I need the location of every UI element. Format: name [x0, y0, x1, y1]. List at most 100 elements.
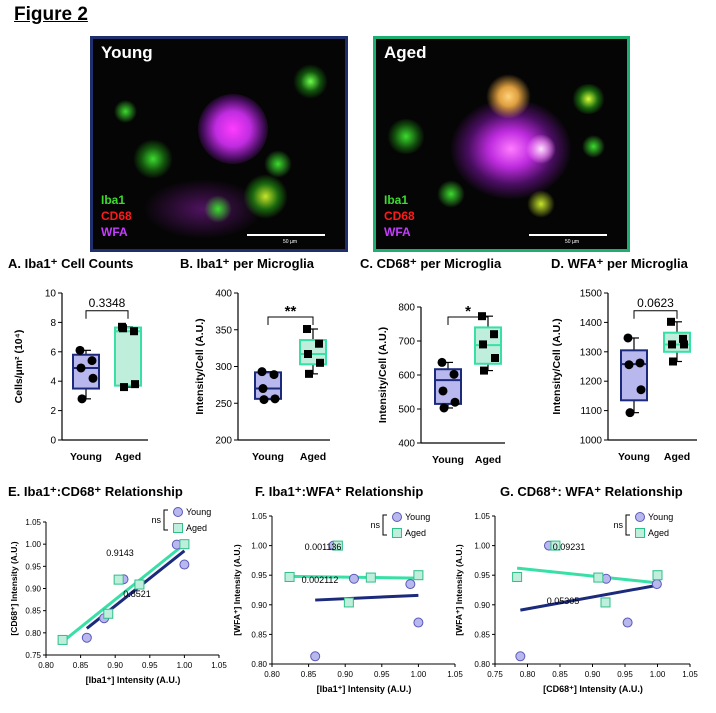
x-category-label: Aged [300, 451, 326, 463]
y-tick-label: 1300 [580, 347, 603, 358]
y-tick-label: 500 [398, 405, 415, 416]
significance-bracket [447, 316, 489, 325]
regression-line [61, 542, 186, 643]
data-point [258, 384, 268, 394]
data-point [113, 574, 124, 585]
x-category-label: Aged [664, 451, 690, 463]
x-tick-label: 0.80 [38, 661, 54, 670]
legend-label-aged: Aged [186, 523, 207, 533]
chart-title-text: CD68⁺ per Microglia [377, 256, 502, 271]
data-point [303, 325, 311, 334]
x-tick-label: 0.90 [337, 670, 353, 679]
y-tick-label: 1.05 [25, 518, 41, 527]
x-tick-label: 0.80 [520, 670, 536, 679]
y-tick-label: 0 [50, 436, 56, 447]
data-point [439, 403, 449, 413]
x-tick-label: 1.00 [650, 670, 666, 679]
x-tick-label: 0.75 [487, 670, 503, 679]
significance-bracket [633, 310, 678, 319]
y-tick-label: 0.75 [25, 651, 41, 660]
scatter-chart-g: G. CD68⁺: WFA⁺ Relationship 0.80 0.85 0.90 0… [454, 484, 698, 694]
y-tick-label: 300 [215, 362, 232, 373]
y-tick-label: 1.00 [25, 540, 41, 549]
x-tick-label: 0.90 [585, 670, 601, 679]
fit-annotation: 0.9143 [106, 548, 134, 558]
wfa-signal [198, 94, 268, 164]
y-tick-label: 6 [50, 347, 56, 358]
iba1-cell [263, 149, 293, 179]
data-point [668, 340, 676, 349]
legend-label-aged: Aged [648, 528, 669, 538]
comparison-label: ns [613, 520, 623, 530]
x-category-label: Aged [115, 451, 141, 463]
data-point [257, 367, 267, 377]
legend-label-young: Young [405, 512, 430, 522]
y-tick-label: 1100 [580, 406, 602, 417]
x-category-label: Young [432, 454, 464, 466]
chart-title-text: Iba1⁺ per Microglia [197, 256, 315, 271]
data-point [651, 579, 662, 590]
data-point [310, 651, 321, 662]
data-point [270, 394, 280, 404]
data-point [623, 333, 633, 343]
y-tick-label: 8 [50, 318, 56, 329]
x-category-label: Young [252, 451, 284, 463]
x-tick-label: 0.85 [301, 670, 317, 679]
data-point [88, 373, 98, 383]
fit-annotation: 0.05305 [547, 596, 580, 606]
y-tick-label: 350 [215, 325, 232, 336]
legend-marker-aged [173, 523, 183, 533]
legend-marker-aged [392, 528, 402, 538]
chart-title: G. CD68⁺: WFA⁺ Relationship [500, 484, 683, 499]
data-point [119, 324, 127, 333]
x-tick-label: 1.05 [682, 670, 698, 679]
channel-label-cd68: CD68 [101, 209, 132, 223]
y-tick-label: 0.95 [474, 571, 490, 580]
y-axis-label: [WFA⁺] Intensity (A.U.) [454, 544, 464, 636]
y-tick-label: 1.05 [474, 512, 490, 521]
y-axis-label: [CD68⁺] Intensity (A.U.) [9, 541, 19, 635]
comparison-label: ns [370, 520, 380, 530]
iba1-cell [386, 119, 426, 154]
legend-bracket [382, 514, 387, 536]
scatter-chart-f: F. Iba1⁺:WFA⁺ Relationship 0.80 0.85 0.90 0.… [232, 484, 463, 694]
iba1-cell [203, 194, 233, 224]
x-tick-label: 0.95 [142, 661, 158, 670]
x-tick-label: 1.00 [177, 661, 193, 670]
iba1-cell [581, 134, 606, 159]
box [114, 326, 142, 387]
scale-bar [529, 234, 607, 236]
y-tick-label: 400 [215, 289, 232, 300]
x-tick-label: 1.05 [447, 670, 463, 679]
channel-label-wfa: WFA [101, 225, 128, 239]
data-point [131, 380, 139, 389]
y-tick-label: 1000 [580, 436, 603, 447]
significance-label: * [465, 303, 471, 320]
x-tick-label: 1.00 [411, 670, 427, 679]
fit-annotation: 0.8521 [123, 589, 151, 599]
scale-bar-label: 50 µm [565, 239, 579, 245]
x-tick-label: 1.05 [211, 661, 227, 670]
micrograph-title: Aged [384, 43, 427, 62]
data-point [624, 360, 634, 370]
micrograph-title: Young [101, 43, 153, 62]
aged-micrograph: Aged Iba1 CD68 WFA 50 µm [373, 36, 630, 252]
y-tick-label: 800 [398, 303, 415, 314]
significance-label: 0.0623 [637, 296, 674, 310]
legend-bracket [163, 509, 168, 531]
box-chart-b: B. Iba1⁺ per Microglia 200 250 300 350 400 Int… [180, 256, 330, 463]
data-point [679, 334, 687, 343]
iba1-cell [571, 84, 606, 114]
legend-label-young: Young [648, 512, 673, 522]
channel-label-iba1: Iba1 [384, 193, 409, 207]
panel-letter: G. [500, 484, 517, 499]
y-tick-label: 0.90 [474, 601, 490, 610]
data-point [479, 340, 487, 349]
panel-letter: D. [551, 256, 568, 271]
data-point [77, 394, 87, 404]
data-point [134, 579, 145, 590]
data-point [667, 317, 675, 326]
y-tick-label: 0.80 [25, 629, 41, 638]
scatter-chart-e: E. Iba1⁺:CD68⁺ Relationship0.750.800.850… [8, 484, 227, 685]
chart-title-text: CD68⁺: WFA⁺ Relationship [517, 484, 682, 499]
